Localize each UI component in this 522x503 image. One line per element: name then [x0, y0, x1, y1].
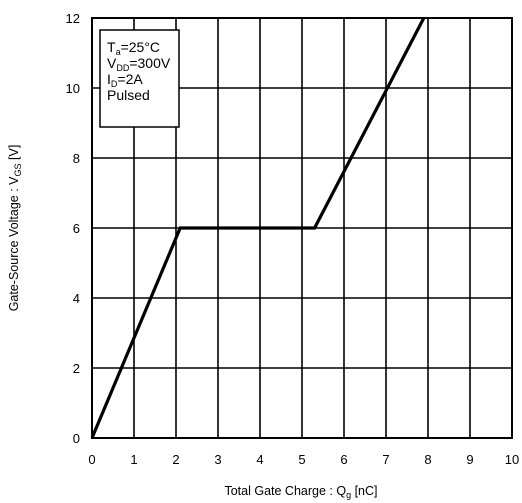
condition-line: Ta=25°C [107, 39, 160, 57]
condition-line: ID=2A [107, 71, 143, 89]
condition-sub: D [111, 79, 118, 89]
x-axis-label-unit: [nC] [351, 484, 377, 498]
y-tick-label: 10 [66, 81, 80, 96]
y-tick-label: 4 [73, 291, 80, 306]
y-tick-label: 12 [66, 11, 80, 26]
condition-sub: a [116, 47, 121, 57]
x-tick-label: 0 [88, 452, 95, 467]
x-axis-label-main: Total Gate Charge : Q [224, 484, 346, 498]
condition-sub: DD [116, 63, 129, 73]
x-tick-label: 8 [424, 452, 431, 467]
x-tick-label: 2 [172, 452, 179, 467]
x-tick-label: 3 [214, 452, 221, 467]
x-tick-label: 4 [256, 452, 263, 467]
condition-value: =2A [117, 71, 143, 87]
condition-value: =25°C [121, 39, 160, 55]
x-tick-label: 10 [505, 452, 519, 467]
y-axis-label: Gate-Source Voltage : VGS [V] [7, 145, 23, 312]
x-tick-label: 1 [130, 452, 137, 467]
x-tick-label: 9 [466, 452, 473, 467]
condition-main: I [107, 71, 111, 87]
condition-value: =300V [129, 55, 171, 71]
x-axis-label-sub: g [346, 490, 351, 500]
condition-main: Pulsed [107, 87, 150, 103]
plot-frame [91, 17, 513, 439]
y-axis-label-main: Gate-Source Voltage : V [7, 176, 21, 311]
condition-line: VDD=300V [107, 55, 171, 73]
y-tick-label: 8 [73, 151, 80, 166]
y-axis-ticks: 0 2 4 6 8 10 12 [66, 11, 80, 446]
x-axis-ticks: 0 1 2 3 4 5 6 7 8 9 10 [88, 452, 519, 467]
x-axis-label: Total Gate Charge : Qg [nC] [224, 484, 377, 500]
y-axis-label-unit: [V] [7, 145, 21, 164]
x-tick-label: 6 [340, 452, 347, 467]
condition-line: Pulsed [107, 87, 150, 103]
condition-main: V [107, 55, 117, 71]
y-tick-label: 0 [73, 431, 80, 446]
condition-main: T [107, 39, 116, 55]
x-tick-label: 7 [382, 452, 389, 467]
y-axis-label-sub: GS [13, 163, 23, 176]
x-tick-label: 5 [298, 452, 305, 467]
y-tick-label: 6 [73, 221, 80, 236]
series-line [90, 17, 426, 439]
y-tick-label: 2 [73, 361, 80, 376]
conditions-box [99, 29, 180, 128]
